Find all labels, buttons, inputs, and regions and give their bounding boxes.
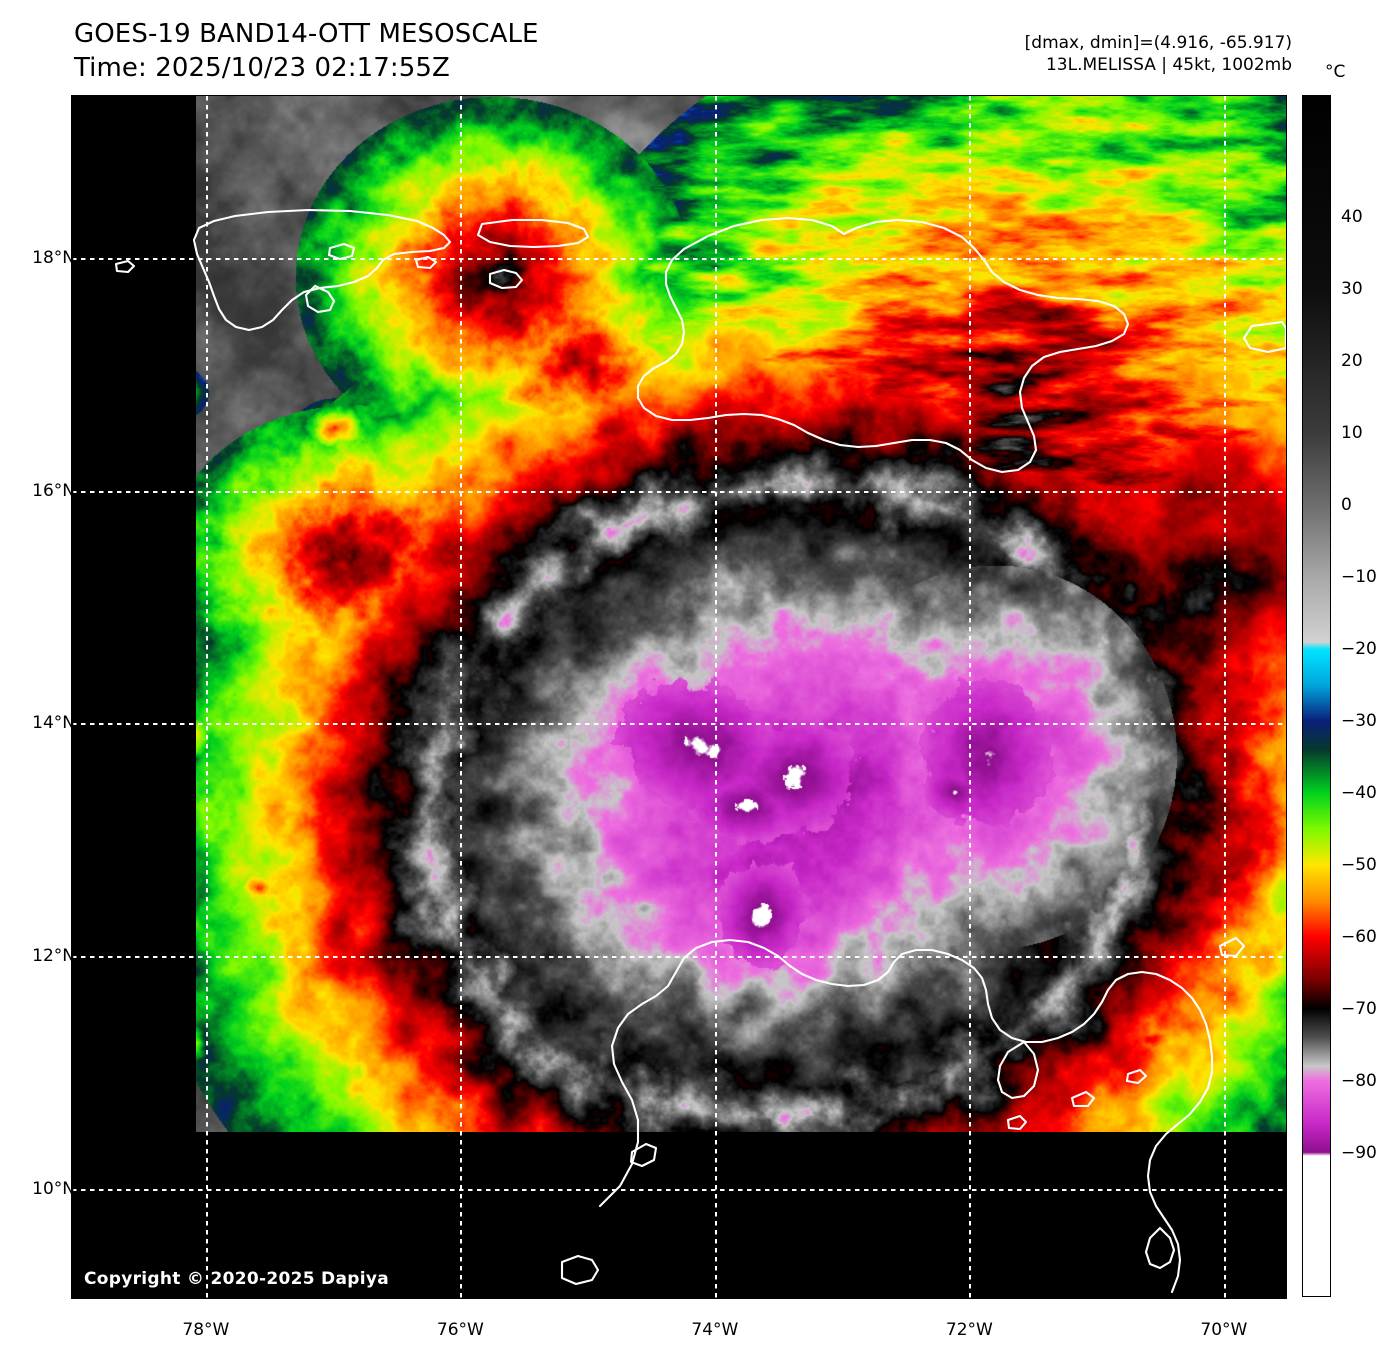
colorbar-unit-label: °C [1325, 62, 1345, 82]
coastline-colombia-coast-lower [562, 1256, 598, 1284]
colorbar-tick-label: −30 [1341, 711, 1377, 731]
coastline-overlay [72, 96, 1286, 1298]
colorbar-tick-label: −90 [1341, 1143, 1377, 1163]
y-axis-tick-label: 10°N [32, 1179, 75, 1199]
coastline-jamaica-south-bay [306, 286, 334, 312]
coastline-aruba [1008, 1116, 1026, 1129]
colorbar-tick-label: −40 [1341, 783, 1377, 803]
storm-info-label: 13L.MELISSA | 45kt, 1002mb [1025, 54, 1292, 76]
x-axis-tick-label: 70°W [1200, 1320, 1247, 1340]
metadata-block: [dmax, dmin]=(4.916, -65.917) 13L.MELISS… [1025, 32, 1292, 76]
colorbar-tick-label: −20 [1341, 639, 1377, 659]
coastline-haiti-islet [416, 257, 436, 268]
y-axis-tick-label: 18°N [32, 248, 75, 268]
y-axis-tick-label: 12°N [32, 946, 75, 966]
coastline-venezuela-coast-west [1146, 1228, 1174, 1268]
colorbar-gradient [1303, 96, 1330, 1296]
colorbar-tick-label: −80 [1341, 1071, 1377, 1091]
colorbar-tick-label: −10 [1341, 567, 1377, 587]
satellite-image-plot[interactable]: Copyright © 2020-2025 Dapiya [71, 95, 1287, 1299]
coastline-puerto-rico [1244, 322, 1286, 352]
timestamp-label: Time: 2025/10/23 02:17:55Z [74, 52, 539, 86]
dmax-dmin-label: [dmax, dmin]=(4.916, -65.917) [1025, 32, 1292, 54]
coastline-haiti-inlet-a [490, 270, 522, 288]
coastline-maracaibo-inlet [998, 1042, 1038, 1098]
colorbar[interactable] [1302, 95, 1331, 1297]
x-axis-tick-label: 76°W [437, 1320, 484, 1340]
colorbar-tick-label: 10 [1341, 423, 1363, 443]
x-axis-tick-label: 72°W [946, 1320, 993, 1340]
y-axis-tick-label: 14°N [32, 713, 75, 733]
colorbar-tick-label: 30 [1341, 279, 1363, 299]
coastline-gonave-island [478, 220, 588, 247]
coastline-haiti-inlet-b [329, 244, 354, 259]
y-axis-tick-label: 16°N [32, 481, 75, 501]
coastline-curacao [1072, 1092, 1094, 1106]
coastline-hispaniola [638, 218, 1128, 472]
title-block: GOES-19 BAND14-OTT MESOSCALE Time: 2025/… [74, 18, 539, 86]
coastline-islet-pedro [116, 261, 134, 272]
coastline-south-america [600, 940, 1212, 1292]
page-title: GOES-19 BAND14-OTT MESOSCALE [74, 18, 539, 52]
colorbar-tick-label: 40 [1341, 207, 1363, 227]
x-axis-tick-label: 74°W [691, 1320, 738, 1340]
coastline-bonaire [1127, 1070, 1146, 1083]
colorbar-tick-label: −60 [1341, 927, 1377, 947]
colorbar-tick-label: −70 [1341, 999, 1377, 1019]
colorbar-tick-label: 0 [1341, 495, 1352, 515]
colorbar-tick-label: −50 [1341, 855, 1377, 875]
colorbar-tick-label: 20 [1341, 351, 1363, 371]
coastline-islet-venezuela [1220, 938, 1244, 956]
x-axis-tick-label: 78°W [182, 1320, 229, 1340]
copyright-notice: Copyright © 2020-2025 Dapiya [84, 1269, 389, 1289]
